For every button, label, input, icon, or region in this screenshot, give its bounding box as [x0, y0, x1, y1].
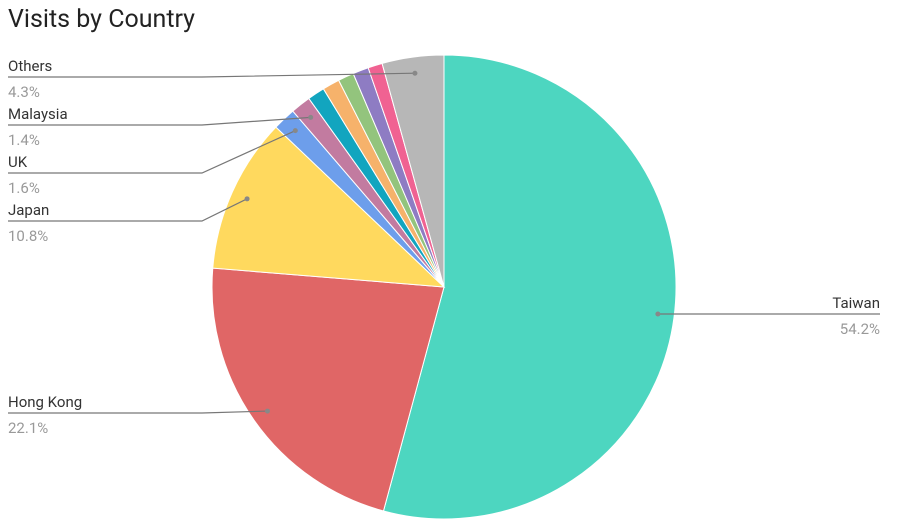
leader-dot: [292, 128, 298, 134]
leader-line: [8, 72, 415, 78]
leader-dot: [244, 196, 250, 202]
leader-line: [8, 130, 296, 174]
slice-value-label: 1.4%: [8, 131, 40, 149]
leader-line: [8, 198, 248, 222]
slice-label: Malaysia: [8, 105, 68, 123]
chart-title: Visits by Country: [8, 5, 195, 34]
pie-slice: [211, 267, 445, 512]
leader-dot: [264, 408, 270, 414]
pie-slice: [382, 54, 677, 520]
slice-value-label: 54.2%: [840, 320, 880, 338]
pie-slice: [381, 54, 445, 288]
slice-label: Others: [8, 57, 52, 75]
leader-dot: [412, 70, 418, 76]
slice-label: Japan: [8, 201, 49, 219]
leader-line: [8, 410, 268, 414]
slice-value-label: 4.3%: [8, 83, 40, 101]
leader-dot: [308, 114, 314, 120]
pie-slice: [212, 126, 446, 288]
slice-value-label: 22.1%: [8, 419, 48, 437]
slice-label: Hong Kong: [8, 393, 82, 411]
leader-dot: [655, 311, 661, 317]
slice-value-label: 1.6%: [8, 179, 40, 197]
slice-label: UK: [8, 153, 28, 171]
slice-value-label: 10.8%: [8, 227, 48, 245]
slice-label: Taiwan: [832, 294, 880, 312]
leader-line: [8, 116, 311, 126]
